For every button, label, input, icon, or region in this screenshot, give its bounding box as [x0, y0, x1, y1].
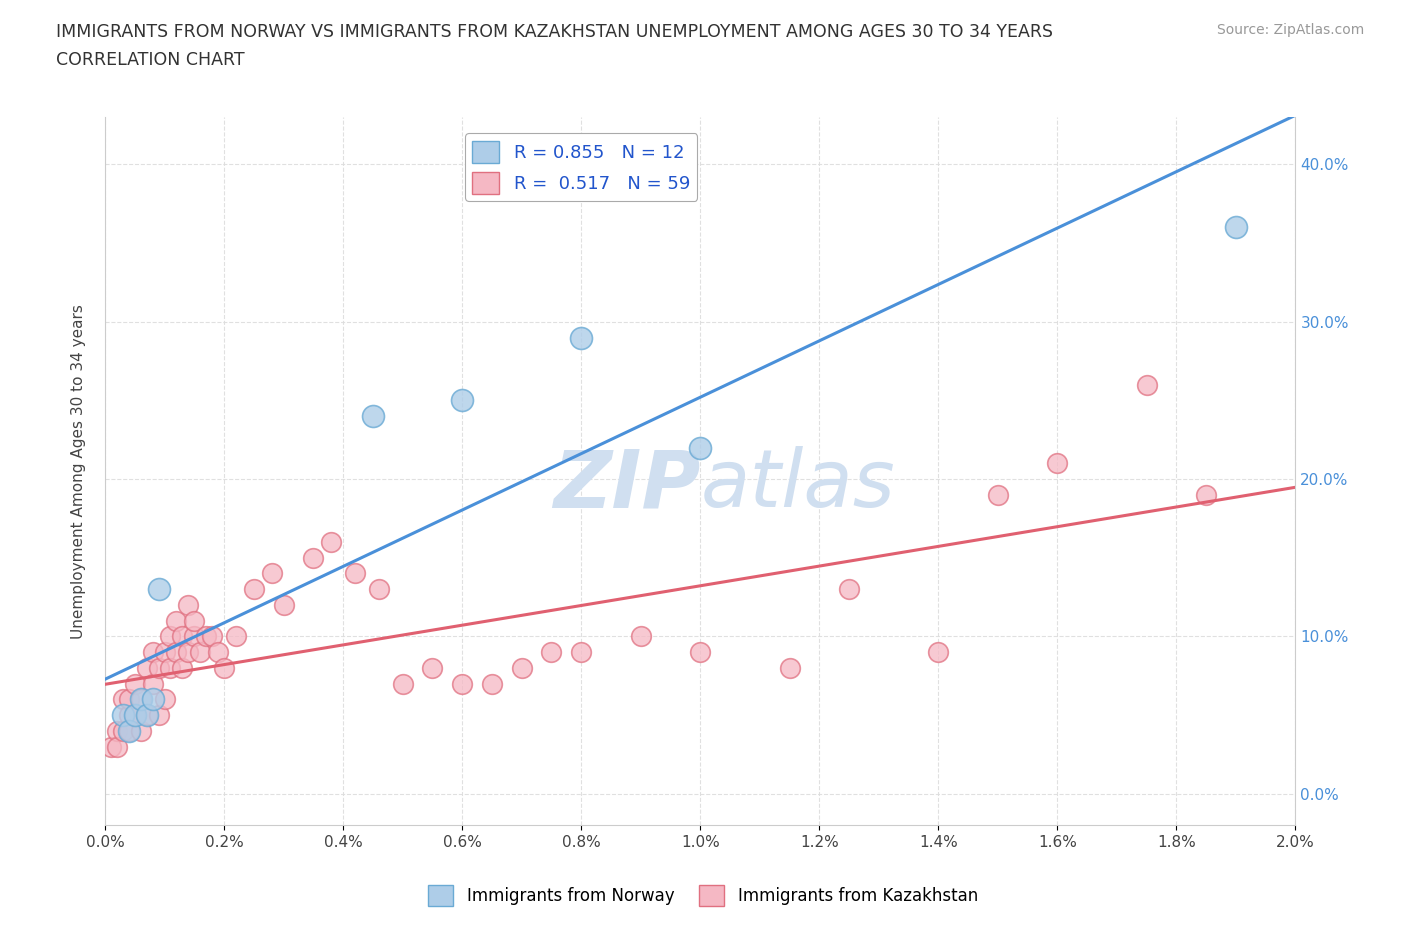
Point [129, 724, 152, 738]
Point [195, 629, 218, 644]
Point [260, 566, 283, 581]
Point [118, 692, 141, 707]
Point [243, 582, 266, 597]
Point [1195, 487, 1218, 502]
Point [451, 393, 474, 408]
Point [118, 724, 141, 738]
Point [343, 566, 366, 581]
Point [118, 724, 141, 738]
Point [391, 676, 413, 691]
Point [273, 597, 295, 612]
Y-axis label: Unemployment Among Ages 30 to 34 years: Unemployment Among Ages 30 to 34 years [72, 304, 86, 639]
Point [135, 708, 157, 723]
Point [540, 644, 562, 659]
Point [135, 708, 157, 723]
Point [111, 724, 134, 738]
Point [1225, 220, 1247, 235]
Point [124, 708, 146, 723]
Point [129, 692, 152, 707]
Point [165, 613, 187, 628]
Point [481, 676, 503, 691]
Point [1136, 378, 1159, 392]
Point [302, 551, 325, 565]
Point [838, 582, 860, 597]
Point [142, 692, 165, 707]
Point [153, 692, 176, 707]
Point [124, 676, 146, 691]
Point [100, 739, 122, 754]
Legend: R = 0.855   N = 12, R =  0.517   N = 59: R = 0.855 N = 12, R = 0.517 N = 59 [465, 133, 697, 201]
Point [451, 676, 474, 691]
Point [212, 660, 235, 675]
Point [367, 582, 389, 597]
Point [321, 535, 343, 550]
Point [183, 613, 205, 628]
Legend: Immigrants from Norway, Immigrants from Kazakhstan: Immigrants from Norway, Immigrants from … [422, 879, 984, 912]
Point [111, 692, 134, 707]
Point [569, 644, 592, 659]
Point [105, 724, 128, 738]
Text: ZIP: ZIP [553, 446, 700, 525]
Point [142, 676, 165, 691]
Point [159, 629, 181, 644]
Point [225, 629, 247, 644]
Point [148, 582, 170, 597]
Point [135, 660, 157, 675]
Point [177, 597, 200, 612]
Point [689, 644, 711, 659]
Text: IMMIGRANTS FROM NORWAY VS IMMIGRANTS FROM KAZAKHSTAN UNEMPLOYMENT AMONG AGES 30 : IMMIGRANTS FROM NORWAY VS IMMIGRANTS FRO… [56, 23, 1053, 41]
Point [129, 692, 152, 707]
Point [361, 409, 384, 424]
Point [118, 708, 141, 723]
Point [927, 644, 949, 659]
Text: atlas: atlas [700, 446, 896, 525]
Point [569, 330, 592, 345]
Point [165, 644, 187, 659]
Point [207, 644, 229, 659]
Point [148, 708, 170, 723]
Point [153, 644, 176, 659]
Text: Source: ZipAtlas.com: Source: ZipAtlas.com [1216, 23, 1364, 37]
Point [159, 660, 181, 675]
Point [105, 739, 128, 754]
Point [779, 660, 801, 675]
Point [689, 440, 711, 455]
Point [987, 487, 1010, 502]
Point [172, 660, 194, 675]
Point [188, 644, 211, 659]
Point [177, 644, 200, 659]
Point [630, 629, 652, 644]
Point [183, 629, 205, 644]
Point [142, 644, 165, 659]
Point [201, 629, 224, 644]
Point [510, 660, 533, 675]
Point [124, 708, 146, 723]
Point [148, 660, 170, 675]
Text: CORRELATION CHART: CORRELATION CHART [56, 51, 245, 69]
Point [422, 660, 444, 675]
Point [172, 629, 194, 644]
Point [1046, 456, 1069, 471]
Point [111, 708, 134, 723]
